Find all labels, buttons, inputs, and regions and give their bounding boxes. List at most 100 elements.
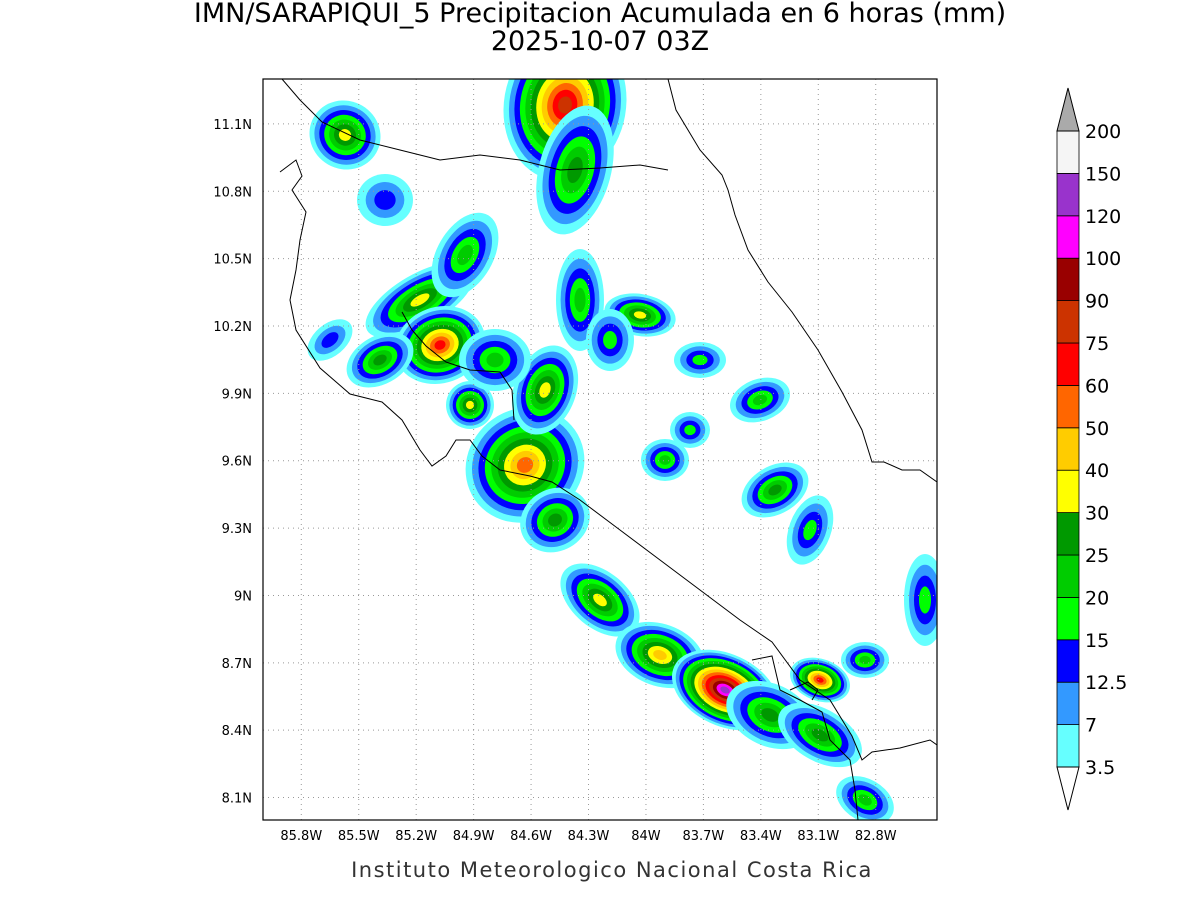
colorbar-label: 30 (1085, 503, 1109, 525)
precip-contour (659, 455, 671, 465)
lat-label: 10.8N (213, 185, 252, 200)
lon-label: 84.9W (453, 829, 495, 844)
precip-field (307, 79, 937, 820)
colorbar-box (1056, 469, 1080, 514)
precip-contour (539, 382, 551, 398)
colorbar-under (1056, 766, 1080, 811)
lon-label: 83.7W (682, 829, 724, 844)
colorbar-box (1056, 597, 1080, 641)
colorbar-label: 90 (1085, 291, 1109, 313)
precip-contour (811, 728, 829, 742)
lon-label: 84.3W (568, 829, 610, 844)
colorbar-box (1056, 681, 1080, 726)
lon-label: 85.2W (395, 829, 437, 844)
lat-label: 8.1N (222, 792, 252, 807)
colorbar-box (1056, 172, 1080, 217)
precip-contour (684, 424, 696, 436)
colorbar-label: 40 (1085, 460, 1109, 482)
precip-contour (761, 708, 779, 722)
lat-label: 11.1N (213, 118, 252, 133)
lon-label: 83.4W (740, 829, 782, 844)
subtitle: 2025-10-07 03Z (491, 26, 709, 57)
lat-label: 9.3N (222, 522, 252, 537)
title: IMN/SARAPIQUI_5 Precipitacion Acumulada … (194, 0, 1006, 29)
coastlines (279, 79, 937, 820)
precip-contour (720, 686, 730, 694)
colorbar-label: 50 (1085, 418, 1109, 440)
colorbar-over (1056, 87, 1080, 132)
precip-contour (816, 677, 824, 683)
precip-contour (574, 287, 586, 313)
precip-contour (768, 484, 782, 496)
precip-contour (410, 293, 430, 307)
colorbar-box (1056, 724, 1080, 768)
pacific-coast (279, 159, 937, 761)
precip-contour (373, 354, 387, 366)
lon-label: 83.1W (797, 829, 839, 844)
colorbar-label: 60 (1085, 375, 1109, 397)
osa-border (789, 681, 819, 701)
precip-contour (457, 244, 473, 266)
precip-contour (918, 586, 932, 614)
precip-contour (567, 156, 583, 184)
colorbar: 3.5 7 12.5 15 20 25 30 40 50 60 75 90 100 120 150 200 (1056, 87, 1127, 811)
colorbar-label: 3.5 (1085, 757, 1115, 779)
nicoya-gulf (401, 311, 515, 421)
precip-contour (558, 96, 572, 114)
colorbar-label: 25 (1085, 545, 1109, 567)
colorbar-label: 20 (1085, 587, 1109, 609)
lat-label: 9.9N (222, 387, 252, 402)
precip-contour (653, 650, 667, 660)
lat-label: 8.7N (222, 657, 252, 672)
north-border (281, 79, 669, 171)
precip-contour (752, 394, 768, 406)
lon-label: 84.6W (510, 829, 552, 844)
precip-contour (374, 190, 396, 210)
colorbar-box (1056, 342, 1080, 386)
colorbar-box (1056, 427, 1080, 471)
lat-label: 10.2N (213, 320, 252, 335)
precip-contour (465, 400, 475, 410)
colorbar-label: 15 (1085, 630, 1109, 652)
colorbar-label: 75 (1085, 333, 1109, 355)
colorbar-box (1056, 639, 1080, 683)
colorbar-label: 12.5 (1085, 672, 1127, 694)
precip-contour (593, 593, 607, 607)
precip-contour (603, 330, 617, 350)
colorbar-label: 100 (1085, 248, 1121, 270)
caribbean-coast (667, 79, 937, 483)
precip-contour (803, 519, 817, 541)
precip-contour (321, 332, 339, 348)
lon-label: 82.8W (855, 829, 897, 844)
colorbar-box (1056, 512, 1080, 556)
colorbar-box (1056, 384, 1080, 429)
lon-label: 85.5W (338, 829, 380, 844)
colorbar-label: 120 (1085, 206, 1121, 228)
colorbar-label: 200 (1085, 121, 1121, 143)
precip-contour (516, 457, 534, 473)
precip-contour (434, 340, 446, 350)
colorbar-box (1056, 257, 1080, 302)
precip-contour (692, 354, 708, 366)
panama-border (751, 655, 859, 820)
footer: Instituto Meteorologico Nacional Costa R… (351, 858, 873, 882)
grid (263, 79, 937, 820)
lon-label: 84W (631, 829, 661, 844)
axis-labels: 85.8W 85.5W 85.2W 84.9W 84.6W 84.3W 84W 83.7W 83… (213, 118, 896, 844)
precip-contour (633, 311, 647, 319)
colorbar-box (1056, 554, 1080, 598)
colorbar-label: 150 (1085, 163, 1121, 185)
precip-contour (338, 129, 352, 141)
precip-contour (859, 655, 871, 665)
lat-label: 10.5N (213, 253, 252, 268)
lon-label: 85.8W (280, 829, 322, 844)
map-frame (262, 78, 938, 821)
colorbar-box (1056, 130, 1080, 174)
lat-label: 9.6N (222, 455, 252, 470)
precip-contour (548, 513, 562, 527)
colorbar-label: 7 (1085, 715, 1097, 737)
colorbar-box (1056, 215, 1080, 259)
lat-label: 8.4N (222, 724, 252, 739)
lat-label: 9N (234, 589, 252, 604)
